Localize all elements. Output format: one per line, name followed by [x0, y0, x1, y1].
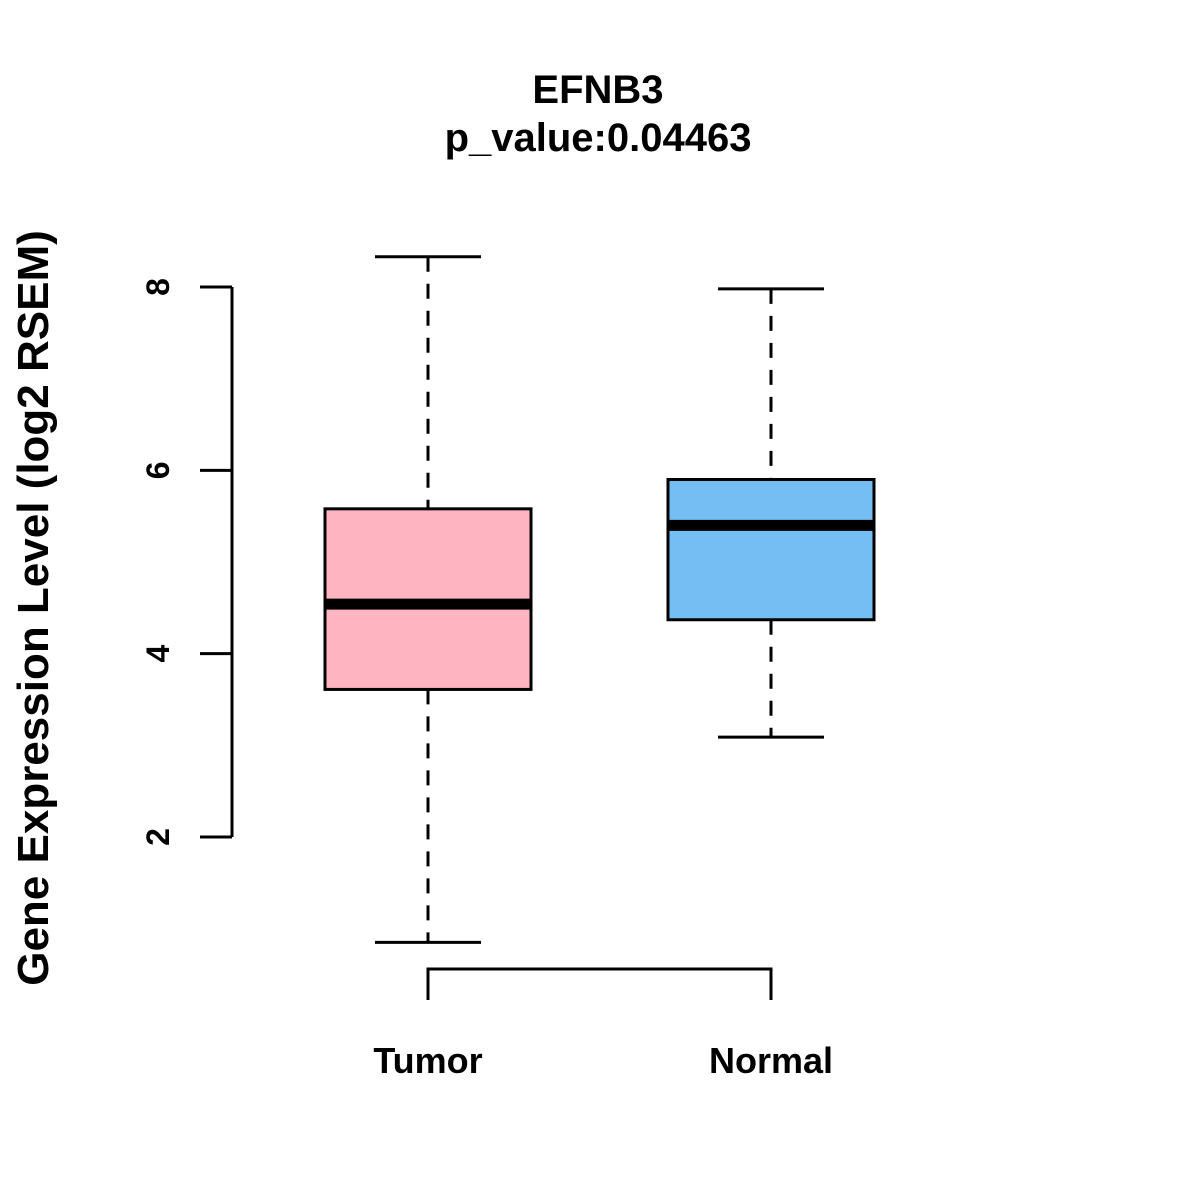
- category-label-normal: Normal: [709, 1040, 833, 1081]
- y-axis-title: Gene Expression Level (log2 RSEM): [9, 230, 58, 986]
- y-axis-tick-label: 4: [140, 645, 176, 663]
- y-axis-tick-label: 8: [140, 278, 176, 296]
- y-axis-tick-label: 2: [140, 828, 176, 846]
- chart-title: EFNB3: [532, 68, 664, 112]
- x-axis-bracket: [426, 967, 773, 1000]
- category-label-tumor: Tumor: [373, 1040, 482, 1081]
- chart-subtitle: p_value:0.04463: [444, 116, 752, 160]
- y-axis-tick-label: 6: [140, 461, 176, 479]
- normal-box: [666, 478, 876, 622]
